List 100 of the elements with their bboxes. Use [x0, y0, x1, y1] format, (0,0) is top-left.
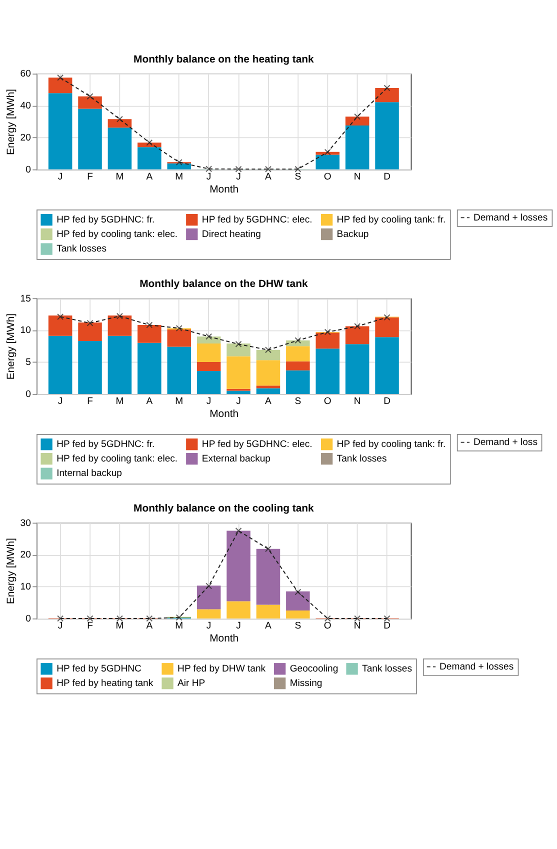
y-axis-title: Energy [MWh] — [6, 313, 18, 380]
bar — [286, 591, 310, 611]
legend-label: External backup — [202, 453, 270, 464]
bar — [108, 119, 132, 128]
x-tick-label: A — [146, 171, 154, 182]
x-axis-title: Month — [210, 634, 239, 645]
point — [324, 328, 331, 336]
bar — [286, 370, 310, 394]
bar — [375, 317, 399, 338]
bar — [78, 340, 102, 394]
y-tick-label: 60 — [20, 68, 31, 80]
point — [86, 615, 94, 622]
y-tick-label: 40 — [20, 100, 31, 112]
x-tick-label: J — [206, 171, 212, 182]
point — [294, 337, 302, 344]
point — [116, 312, 123, 320]
point — [206, 166, 212, 172]
bar — [108, 315, 132, 336]
legend-label: HP fed by 5GDHNC: elec. — [202, 438, 312, 450]
legend-label: HP fed by cooling tank: fr. — [336, 214, 446, 226]
x-tick-label: A — [146, 620, 154, 632]
legend-label: HP fed by 5GDHNC: fr. — [56, 214, 155, 226]
point — [294, 588, 302, 596]
bar — [316, 154, 340, 170]
y-axis-title: Energy [MWh] — [6, 88, 18, 156]
x-tick-label: A — [146, 396, 154, 407]
bar — [375, 88, 399, 102]
bar — [286, 346, 310, 362]
bar — [108, 128, 132, 170]
point — [176, 324, 182, 332]
x-tick-label: O — [324, 171, 332, 182]
bar — [345, 326, 370, 344]
y-tick-label: 10 — [20, 582, 31, 593]
bar — [48, 315, 72, 336]
bar — [48, 93, 72, 170]
legend-label: Demand + losses — [440, 661, 514, 672]
legend-label: Tank losses — [336, 453, 387, 464]
x-tick-label: N — [354, 171, 361, 182]
chart-title: Monthly balance on the DHW tank — [140, 278, 308, 290]
chart-title: Monthly balance on the cooling tank — [133, 503, 314, 514]
point — [264, 546, 272, 552]
legend-label: Direct heating — [202, 228, 261, 240]
x-tick-label: F — [87, 396, 94, 407]
bar — [286, 610, 310, 618]
y-tick-label: 20 — [20, 132, 31, 144]
x-tick-label: S — [294, 620, 302, 632]
point — [354, 113, 361, 120]
x-tick-label: F — [87, 171, 94, 182]
y-tick-label: 20 — [20, 550, 31, 561]
x-tick-label: J — [236, 171, 242, 182]
bar — [196, 370, 221, 394]
bar — [375, 337, 399, 394]
bar — [78, 108, 102, 170]
y-tick-label: 30 — [20, 518, 31, 529]
y-tick-label: 0 — [26, 164, 31, 176]
point — [146, 615, 153, 622]
point — [324, 615, 331, 622]
x-tick-label: N — [354, 620, 361, 632]
bar — [226, 356, 250, 389]
bar — [48, 78, 72, 94]
point — [264, 346, 272, 354]
x-tick-label: J — [206, 620, 212, 632]
x-tick-label: O — [324, 620, 332, 632]
x-tick-label: F — [87, 620, 94, 632]
bar — [108, 336, 132, 394]
bar — [48, 336, 72, 394]
point — [294, 166, 302, 172]
x-tick-label: D — [384, 620, 391, 632]
bar — [345, 344, 370, 394]
bar — [226, 530, 250, 602]
x-tick-label: J — [58, 171, 63, 182]
legend-label: Air HP — [178, 678, 206, 689]
bar — [167, 163, 191, 170]
x-tick-label: M — [116, 171, 124, 182]
point — [324, 148, 331, 156]
bar — [138, 147, 162, 170]
bar — [78, 96, 102, 109]
x-tick-label: D — [384, 396, 391, 407]
x-tick-label: J — [236, 396, 242, 407]
point — [86, 320, 94, 326]
x-tick-label: M — [175, 620, 184, 632]
point — [354, 323, 361, 330]
bar — [138, 142, 162, 148]
legend-label: HP fed by cooling tank: fr. — [336, 438, 446, 450]
point — [206, 582, 212, 590]
x-tick-label: M — [175, 396, 184, 407]
x-axis-title: Month — [210, 409, 239, 420]
x-tick-label: J — [58, 620, 63, 632]
legend-label: Missing — [290, 678, 322, 689]
legend-label: HP fed by DHW tank — [178, 663, 266, 674]
legend-label: Tank losses — [56, 244, 107, 255]
bar — [256, 360, 280, 386]
x-tick-label: D — [384, 171, 391, 182]
point — [384, 84, 390, 92]
x-tick-label: M — [175, 171, 184, 182]
x-tick-label: J — [206, 396, 212, 407]
bar — [196, 586, 221, 610]
point — [354, 615, 361, 622]
bar — [196, 609, 221, 618]
bar — [138, 325, 162, 343]
